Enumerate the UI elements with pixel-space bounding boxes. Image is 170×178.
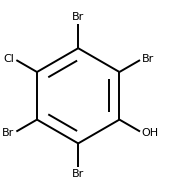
Text: Br: Br — [2, 127, 15, 138]
Text: Cl: Cl — [4, 54, 15, 64]
Text: Br: Br — [72, 169, 84, 178]
Text: Br: Br — [72, 12, 84, 22]
Text: OH: OH — [142, 127, 159, 138]
Text: Br: Br — [142, 54, 154, 64]
